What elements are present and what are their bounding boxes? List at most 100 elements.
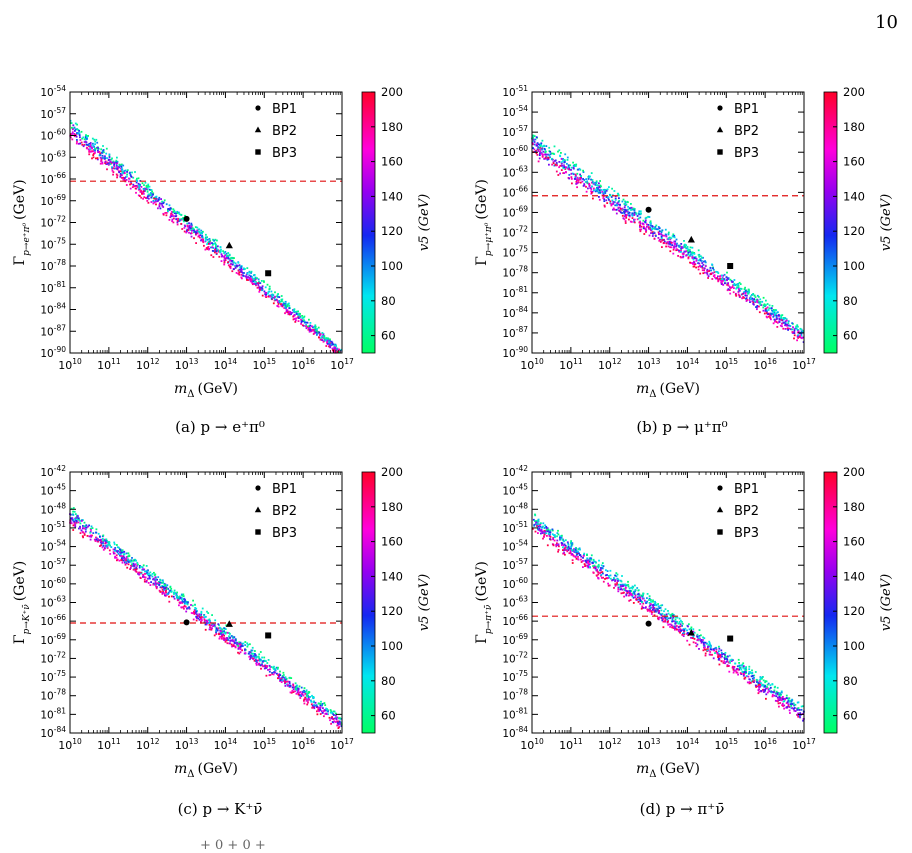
colorbar-tick-label: 200 bbox=[843, 465, 865, 479]
data-point bbox=[125, 561, 127, 563]
data-point bbox=[672, 248, 675, 251]
data-point bbox=[799, 334, 801, 337]
data-point bbox=[161, 593, 164, 595]
data-point bbox=[292, 686, 295, 688]
data-point bbox=[261, 660, 264, 663]
data-point bbox=[615, 212, 618, 215]
data-point bbox=[538, 529, 540, 531]
data-point bbox=[287, 303, 290, 305]
data-point bbox=[126, 559, 129, 562]
data-point bbox=[145, 186, 148, 188]
data-point bbox=[579, 168, 582, 171]
data-point bbox=[94, 540, 97, 542]
data-point bbox=[303, 698, 306, 701]
data-point bbox=[628, 211, 631, 214]
data-point bbox=[651, 225, 653, 227]
data-point bbox=[220, 260, 223, 262]
data-point bbox=[764, 310, 767, 313]
data-point bbox=[758, 688, 760, 690]
data-point bbox=[91, 137, 94, 140]
data-point bbox=[237, 261, 240, 264]
plot-frame bbox=[531, 91, 805, 354]
benchmark-marker-bp3 bbox=[727, 635, 734, 642]
data-point bbox=[255, 277, 257, 280]
data-point bbox=[788, 706, 791, 708]
data-point bbox=[267, 659, 270, 661]
data-point bbox=[180, 597, 183, 599]
data-point bbox=[105, 147, 108, 150]
data-point bbox=[85, 526, 88, 529]
data-point bbox=[307, 328, 310, 331]
data-point bbox=[748, 288, 750, 291]
data-point bbox=[311, 329, 314, 331]
data-point bbox=[199, 616, 202, 619]
data-point bbox=[153, 577, 155, 580]
data-point bbox=[102, 545, 105, 547]
data-point bbox=[223, 257, 226, 259]
data-point bbox=[147, 186, 149, 189]
colorbar-tick-label: 80 bbox=[381, 674, 396, 688]
data-point bbox=[773, 689, 776, 692]
data-point bbox=[778, 318, 781, 320]
data-point bbox=[800, 328, 803, 331]
data-point bbox=[540, 529, 543, 532]
data-point bbox=[738, 289, 741, 292]
data-point bbox=[794, 703, 797, 706]
data-point bbox=[317, 326, 320, 329]
data-point bbox=[729, 287, 732, 289]
data-point bbox=[580, 175, 582, 177]
legend-label: BP3 bbox=[734, 526, 759, 541]
data-point bbox=[649, 610, 651, 613]
data-point bbox=[100, 158, 103, 161]
data-point bbox=[681, 621, 683, 623]
data-point bbox=[172, 210, 175, 213]
data-point bbox=[85, 141, 88, 144]
data-point bbox=[105, 541, 108, 544]
y-tick-label: 10-63 bbox=[502, 164, 528, 179]
data-point bbox=[603, 204, 606, 207]
data-point bbox=[762, 683, 764, 686]
data-point bbox=[312, 328, 315, 331]
data-point bbox=[185, 610, 188, 613]
data-point bbox=[229, 267, 232, 270]
data-point bbox=[178, 604, 180, 607]
data-point bbox=[250, 649, 253, 652]
data-point bbox=[771, 695, 774, 698]
data-point bbox=[737, 658, 740, 661]
data-point bbox=[795, 325, 797, 328]
data-point bbox=[296, 687, 299, 690]
data-point bbox=[789, 703, 792, 706]
data-point bbox=[567, 168, 570, 170]
data-point bbox=[274, 671, 276, 674]
data-point bbox=[739, 667, 741, 669]
data-point bbox=[758, 683, 760, 686]
data-point bbox=[85, 143, 88, 146]
data-point bbox=[796, 324, 799, 327]
data-point bbox=[147, 201, 150, 204]
data-point bbox=[325, 339, 328, 341]
data-point bbox=[627, 208, 630, 211]
y-tick-label: 10-60 bbox=[40, 576, 66, 591]
plot-frame bbox=[531, 471, 805, 734]
benchmark-marker-bp2 bbox=[687, 235, 695, 243]
data-point bbox=[229, 258, 232, 260]
data-point bbox=[139, 577, 142, 579]
data-point bbox=[603, 188, 606, 191]
data-point bbox=[263, 281, 265, 283]
data-point bbox=[90, 144, 93, 147]
data-point bbox=[106, 168, 108, 171]
data-point bbox=[697, 249, 700, 252]
legend-marker bbox=[717, 529, 723, 535]
data-point bbox=[780, 314, 782, 317]
data-point bbox=[609, 577, 612, 580]
data-point bbox=[254, 279, 257, 281]
data-point bbox=[787, 705, 790, 707]
data-point bbox=[643, 233, 646, 235]
data-point bbox=[309, 324, 312, 327]
data-point bbox=[119, 548, 121, 551]
data-point bbox=[295, 319, 297, 322]
data-point bbox=[288, 312, 291, 315]
data-point bbox=[553, 534, 556, 536]
data-point bbox=[327, 710, 329, 713]
data-point bbox=[294, 688, 297, 691]
